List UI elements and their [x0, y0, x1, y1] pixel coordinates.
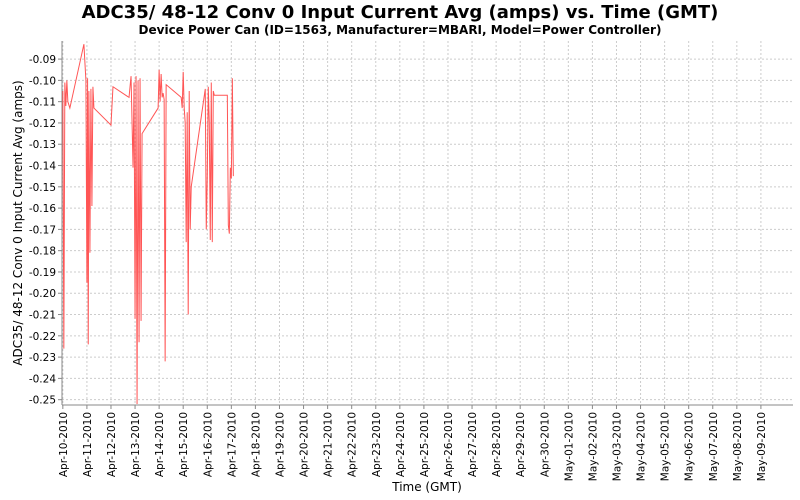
chart-subtitle: Device Power Can (ID=1563, Manufacturer=… [138, 23, 662, 37]
y-tick-label: -0.09 [29, 54, 56, 66]
y-axis-label: ADC35/ 48-12 Conv 0 Input Current Avg (a… [11, 80, 25, 365]
x-axis-label: Time (GMT) [391, 480, 462, 494]
x-tick-label: Apr-16-2010 [202, 412, 214, 477]
y-tick-label: -0.19 [29, 267, 56, 279]
x-tick-label: Apr-20-2010 [299, 412, 311, 477]
x-tick-label: Apr-13-2010 [130, 412, 142, 477]
x-tick-label: May-01-2010 [563, 412, 575, 481]
y-tick-label: -0.14 [29, 161, 56, 173]
x-tick-label: Apr-19-2010 [274, 412, 286, 477]
x-tick-label: Apr-17-2010 [226, 412, 238, 477]
x-tick-label: May-04-2010 [636, 412, 648, 481]
series-line [62, 44, 234, 404]
x-tick-label: Apr-28-2010 [491, 412, 503, 477]
x-tick-label: Apr-22-2010 [347, 412, 359, 477]
x-tick-label: May-09-2010 [756, 412, 768, 481]
y-tick-label: -0.12 [29, 118, 56, 130]
y-tick-label: -0.25 [29, 395, 56, 407]
y-tick-label: -0.21 [29, 310, 56, 322]
x-tick-label: Apr-30-2010 [539, 412, 551, 477]
y-tick-label: -0.11 [29, 97, 56, 109]
x-tick-label: Apr-21-2010 [323, 412, 335, 477]
y-tick-label: -0.10 [29, 75, 56, 87]
plot-area [62, 41, 793, 405]
y-tick-label: -0.13 [29, 139, 56, 151]
y-tick-label: -0.16 [29, 203, 56, 215]
y-tick-label: -0.17 [29, 224, 56, 236]
y-tick-label: -0.23 [29, 352, 56, 364]
x-tick-label: Apr-24-2010 [395, 412, 407, 477]
chart-title: ADC35/ 48-12 Conv 0 Input Current Avg (a… [81, 2, 719, 23]
x-tick-label: May-05-2010 [660, 412, 672, 481]
x-tick-label: Apr-11-2010 [82, 412, 94, 477]
x-tick-label: Apr-12-2010 [106, 412, 118, 477]
y-tick-label: -0.20 [29, 288, 56, 300]
x-tick-label: Apr-23-2010 [371, 412, 383, 477]
x-tick-label: Apr-10-2010 [58, 412, 70, 477]
x-tick-label: Apr-27-2010 [467, 412, 479, 477]
x-tick-label: May-06-2010 [684, 412, 696, 481]
x-tick-label: Apr-29-2010 [515, 412, 527, 477]
x-tick-label: May-03-2010 [611, 412, 623, 481]
x-tick-label: Apr-25-2010 [419, 412, 431, 477]
y-tick-label: -0.15 [29, 182, 56, 194]
x-tick-label: May-07-2010 [708, 412, 720, 481]
x-tick-label: Apr-14-2010 [154, 412, 166, 477]
y-tick-label: -0.22 [29, 331, 56, 343]
x-tick-label: May-08-2010 [732, 412, 744, 481]
x-tick-label: May-02-2010 [587, 412, 599, 481]
x-tick-label: Apr-26-2010 [443, 412, 455, 477]
x-tick-label: Apr-15-2010 [178, 412, 190, 477]
x-tick-label: Apr-18-2010 [250, 412, 262, 477]
y-tick-label: -0.18 [29, 246, 56, 258]
y-tick-label: -0.24 [29, 373, 56, 385]
